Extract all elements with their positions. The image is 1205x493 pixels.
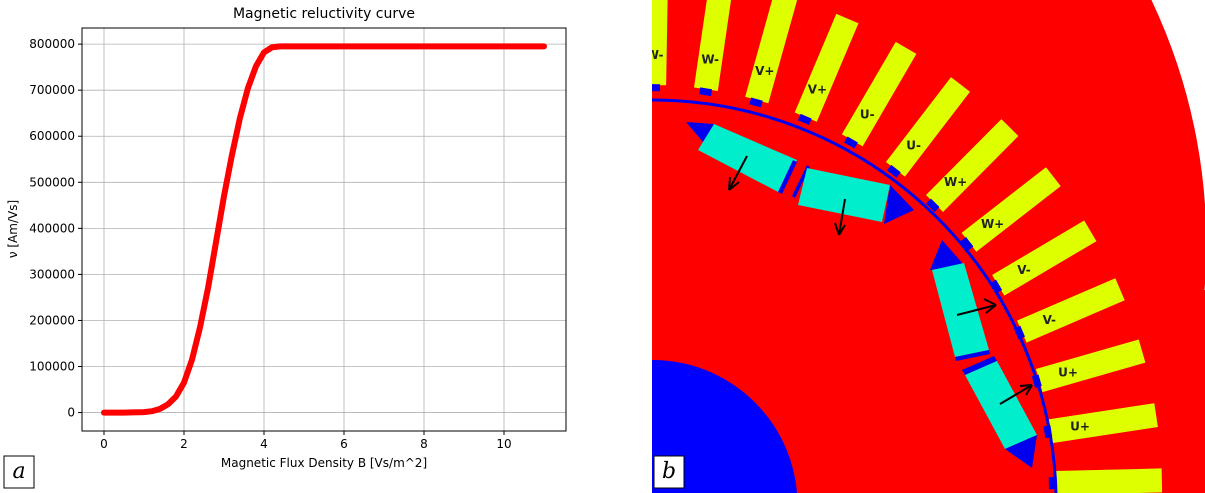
stator-coil <box>1035 339 1146 393</box>
slot-opening <box>990 279 1003 294</box>
chart-series <box>101 43 547 416</box>
magnet-flux-barrier <box>884 185 914 224</box>
stator-coil <box>1048 403 1158 444</box>
slot-phase-label: V+ <box>808 83 827 97</box>
slot-phase-label: V- <box>1017 263 1030 277</box>
rotor-shaft <box>652 359 797 493</box>
air-gap-line <box>652 98 1058 493</box>
x-tick-label: 6 <box>340 437 348 451</box>
stator-coil <box>652 0 668 86</box>
slot-phase-label: W- <box>701 53 719 67</box>
chart-grid <box>82 28 566 431</box>
x-tick-label: 2 <box>180 437 188 451</box>
permanent-magnet <box>965 361 1037 449</box>
slot-opening <box>844 136 858 149</box>
stator-coil <box>794 13 859 122</box>
magnetization-arrow <box>728 155 748 191</box>
magnet-flux-barrier <box>778 160 797 194</box>
series-line <box>101 43 547 416</box>
y-tick-label: 800000 <box>29 37 75 51</box>
slot-opening <box>797 113 812 125</box>
panel-label-box-a <box>3 455 35 489</box>
magnet-flux-barrier <box>930 240 964 270</box>
stator-coil <box>694 0 732 91</box>
y-tick-label: 600000 <box>29 129 75 143</box>
stator-outer-boundary-fill <box>1152 0 1205 290</box>
slot-opening <box>926 198 940 212</box>
slot-opening <box>960 237 974 251</box>
magnetization-arrows <box>728 155 1033 405</box>
stator-coil <box>1054 468 1163 493</box>
magnetization-arrow <box>834 198 846 236</box>
magnet-flux-barrier <box>955 350 990 361</box>
rotor-magnets <box>686 122 1037 468</box>
slot-phase-label: W+ <box>944 175 967 189</box>
slot-phase-label: U- <box>860 107 875 121</box>
x-tick-label: 8 <box>420 437 428 451</box>
permanent-magnet <box>798 168 890 222</box>
y-tick-label: 700000 <box>29 83 75 97</box>
y-tick-label: 400000 <box>29 221 75 235</box>
slot-phase-label: U+ <box>1058 365 1078 379</box>
panel-label-a: a <box>12 459 25 484</box>
slot-opening <box>887 164 901 178</box>
slot-phase-label: V- <box>1043 313 1056 327</box>
stator-slots: W- W- V+ V+ U- U- W+ W+ V- V- U+ U+ <box>652 0 1163 493</box>
permanent-magnet <box>932 263 989 357</box>
stator-coil <box>992 220 1097 296</box>
stator-coil <box>745 0 798 104</box>
magnet-flux-barrier <box>962 356 997 375</box>
stator-coil <box>1017 278 1125 343</box>
panel-label-b: b <box>662 459 676 484</box>
chart-ticks: 0 2 4 6 8 10 0 100000 200000 300000 400000 500000 60… <box>29 37 511 451</box>
y-tick-label: 200000 <box>29 313 75 327</box>
plot-frame <box>81 27 567 432</box>
slot-opening <box>699 87 712 97</box>
y-axis-label: ν [Am/Vs] <box>6 200 20 258</box>
stator-coil <box>841 41 917 147</box>
slot-phase-label: W+ <box>981 217 1004 231</box>
slot-opening <box>749 97 763 108</box>
permanent-magnet <box>698 124 797 193</box>
y-tick-label: 300000 <box>29 267 75 281</box>
chart-title: Magnetic reluctivity curve <box>233 6 415 22</box>
stator-coil <box>885 77 970 177</box>
x-tick-label: 10 <box>496 437 511 451</box>
slot-phase-label: U- <box>906 139 921 153</box>
x-tick-label: 0 <box>100 437 108 451</box>
reluctivity-chart: Magnetic reluctivity curve 0 2 4 6 8 10 0 10000… <box>3 6 567 489</box>
y-tick-label: 0 <box>67 406 75 420</box>
slot-phase-label: W- <box>652 48 663 62</box>
magnet-flux-barrier <box>792 165 810 198</box>
slot-phase-label: V+ <box>755 64 774 78</box>
slot-opening <box>652 84 661 92</box>
y-tick-label: 100000 <box>29 360 75 374</box>
magnetization-arrow <box>956 298 997 316</box>
stator-coil <box>926 119 1019 212</box>
y-tick-label: 500000 <box>29 175 75 189</box>
panel-label-box-b <box>653 455 685 489</box>
x-tick-label: 4 <box>260 437 268 451</box>
magnetization-arrow <box>999 384 1033 405</box>
stator-coil <box>961 167 1061 252</box>
motor-cross-section: W- W- V+ V+ U- U- W+ W+ V- V- U+ U+ b <box>652 0 1205 493</box>
stator-outer-boundary <box>1151 0 1205 290</box>
magnet-flux-barrier <box>1005 435 1037 468</box>
slot-phase-label: U+ <box>1070 420 1090 434</box>
x-axis-label: Magnetic Flux Density B [Vs/m^2] <box>221 456 427 470</box>
